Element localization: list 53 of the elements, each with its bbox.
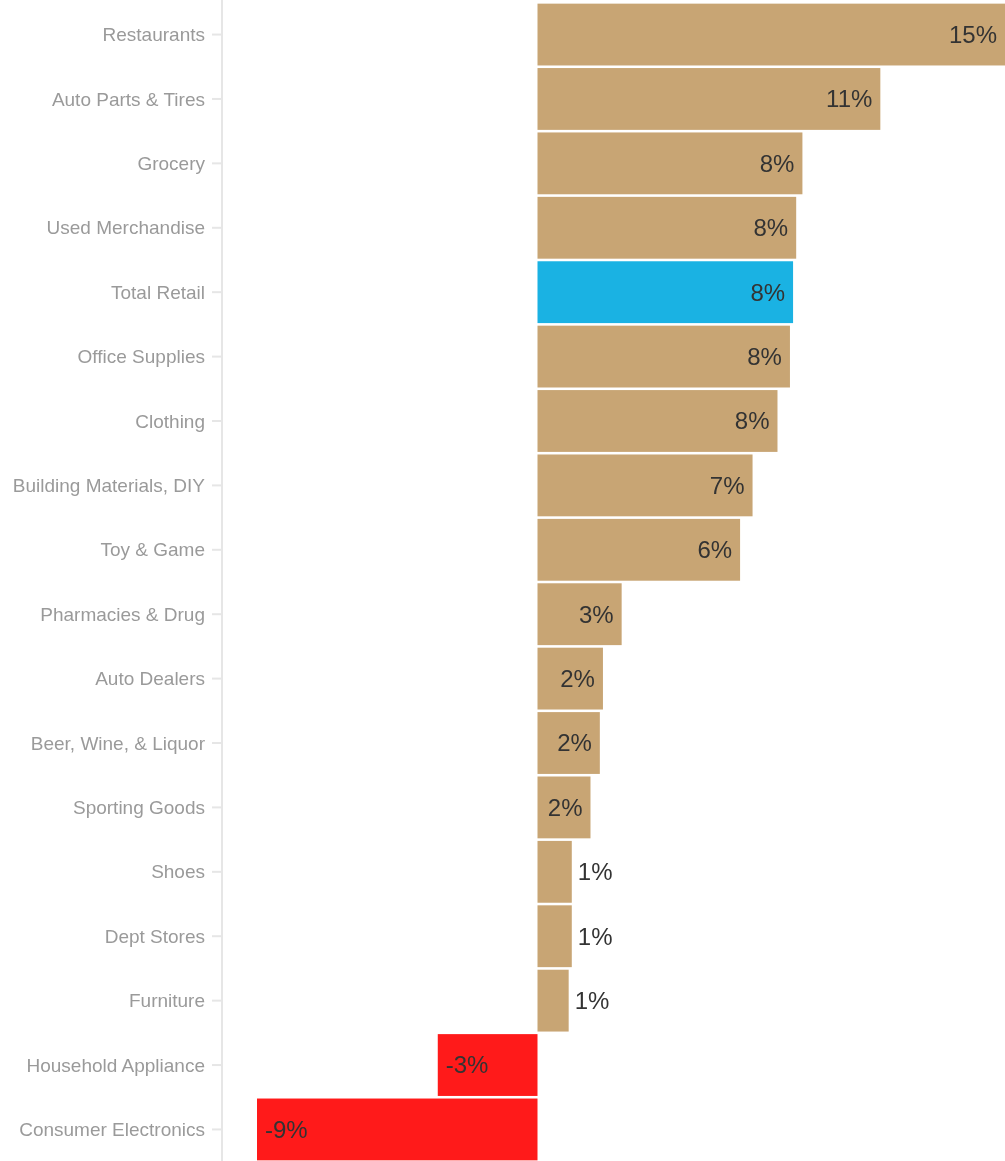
data-label: 3% [578, 600, 614, 628]
y-tick-label: Restaurants [102, 24, 205, 46]
data-label: 1% [577, 922, 613, 950]
bar [537, 325, 790, 388]
bar [537, 454, 753, 517]
y-tick-label: Clothing [135, 410, 205, 432]
bar [537, 68, 881, 130]
y-tick-label: Auto Dealers [95, 668, 205, 690]
bar [437, 1034, 538, 1096]
data-label: -9% [265, 1115, 308, 1143]
y-tick-label: Consumer Electronics [19, 1119, 205, 1141]
y-tick-label: Furniture [128, 990, 205, 1012]
bar [537, 583, 622, 646]
bar [537, 261, 794, 324]
data-label: 8% [750, 278, 786, 306]
data-label: 1% [577, 858, 613, 886]
data-label: 6% [697, 536, 733, 564]
y-tick-label: Total Retail [111, 281, 205, 303]
data-label: 8% [759, 149, 795, 177]
bar [537, 518, 741, 581]
data-label: 1% [574, 987, 610, 1015]
y-tick-label: Beer, Wine, & Liquor [30, 732, 206, 754]
data-label: 15% [948, 20, 997, 48]
y-tick-label: Shoes [151, 861, 205, 883]
data-label: 8% [753, 214, 789, 242]
data-label: 11% [826, 85, 873, 113]
data-label: 2% [557, 729, 592, 757]
y-tick-label: Building Materials, DIY [12, 475, 206, 497]
y-tick-label: Used Merchandise [46, 217, 205, 239]
bar [537, 196, 797, 259]
bar [537, 647, 603, 710]
data-label: 2% [547, 793, 583, 821]
bar [257, 1098, 538, 1161]
data-label: 8% [747, 342, 782, 370]
bar [537, 132, 803, 195]
y-tick-label: Toy & Game [100, 539, 205, 561]
bar [537, 390, 778, 452]
data-label: -3% [445, 1051, 489, 1079]
data-label: 8% [734, 407, 770, 435]
y-tick-label: Office Supplies [77, 346, 205, 368]
y-tick-label: Household Appliance [26, 1054, 205, 1076]
bar [537, 840, 572, 903]
y-tick-label: Grocery [137, 153, 206, 175]
bar [537, 712, 600, 774]
y-tick-label: Dept Stores [104, 925, 205, 947]
y-tick-label: Pharmacies & Drug [40, 603, 205, 625]
data-label: 2% [560, 665, 595, 693]
data-label: 7% [709, 471, 745, 499]
bar [537, 3, 1005, 66]
y-tick-label: Sporting Goods [72, 797, 205, 819]
bar [537, 969, 569, 1032]
bar [537, 905, 572, 968]
y-tick-label: Auto Parts & Tires [51, 88, 205, 110]
